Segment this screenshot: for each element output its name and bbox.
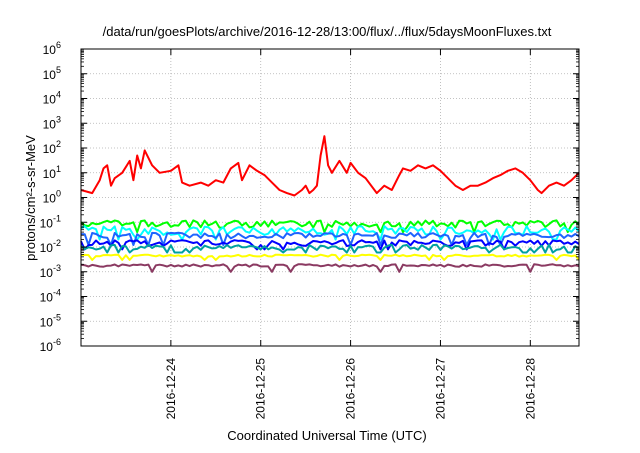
grid xyxy=(81,49,579,346)
x-tick-label: 2016-12-26 xyxy=(344,358,358,420)
plot-border xyxy=(80,48,580,347)
axes: 10-6 10-5 10-4 10-3 10-2 10-1 100 101 102 103 104 1… xyxy=(40,40,580,420)
series-line xyxy=(80,243,580,254)
y-tick-label: 104 xyxy=(43,90,61,107)
y-tick-label: 10-2 xyxy=(40,238,61,255)
series-line xyxy=(80,253,580,261)
series-line xyxy=(80,135,580,197)
y-tick-label: 100 xyxy=(43,189,61,206)
x-axis-label: Coordinated Universal Time (UTC) xyxy=(227,428,426,443)
y-tick-label: 10-4 xyxy=(40,288,61,305)
y-tick-label: 10-1 xyxy=(40,213,61,230)
series-line xyxy=(80,219,580,234)
data-series xyxy=(80,135,580,273)
series-line xyxy=(80,231,580,246)
y-tick-label: 105 xyxy=(43,65,61,82)
y-tick-label: 10-5 xyxy=(40,312,61,329)
series-line xyxy=(80,239,580,251)
y-tick-label: 10-3 xyxy=(40,263,61,280)
series-line xyxy=(80,225,580,241)
x-tick-label: 2016-12-28 xyxy=(523,358,537,420)
series-line xyxy=(80,263,580,273)
y-tick-label: 102 xyxy=(43,139,61,156)
y-axis-label: protons/cm²-s-sr-MeV xyxy=(23,135,38,261)
x-tick-label: 2016-12-25 xyxy=(254,358,268,420)
y-tick-label: 10-6 xyxy=(40,337,61,354)
x-tick-label: 2016-12-24 xyxy=(164,358,178,420)
x-tick-label: 2016-12-27 xyxy=(433,358,447,420)
y-tick-label: 101 xyxy=(43,164,61,181)
y-tick-label: 106 xyxy=(43,40,61,57)
chart-title: /data/run/goesPlots/archive/2016-12-28/1… xyxy=(103,24,552,39)
y-tick-label: 103 xyxy=(43,114,61,131)
